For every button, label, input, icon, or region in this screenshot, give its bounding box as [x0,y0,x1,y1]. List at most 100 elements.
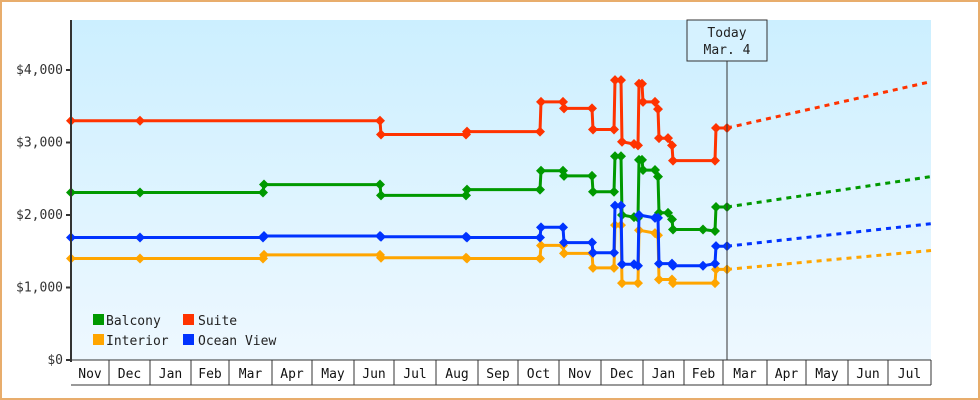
data-point-marker [558,96,568,107]
data-point-marker [258,187,268,198]
data-point-marker [559,170,569,181]
data-point-marker [668,278,678,289]
x-month-label: Jul [403,367,426,382]
x-month-label: Nov [568,367,592,382]
data-point-marker [376,252,386,263]
data-point-marker [653,104,663,115]
data-point-marker [711,123,721,133]
data-point-marker [710,155,720,166]
x-month-label: Mar [239,367,263,382]
today-marker: Today Mar. 4 [686,19,768,360]
data-point-marker [536,96,546,107]
data-point-marker [536,222,546,233]
data-point-marker [462,184,472,195]
data-point-marker [616,151,626,162]
data-point-marker [536,165,546,176]
legend-label-interior: Interior [106,334,169,349]
data-point-marker [668,155,678,166]
x-month-label: Dec [610,367,633,382]
data-point-marker [617,278,627,289]
x-month-label: Dec [118,367,141,382]
x-month-label: Jan [652,367,675,382]
x-month-label: Feb [198,367,222,382]
data-point-marker [650,96,660,107]
data-point-marker [259,231,269,242]
data-point-marker [710,225,720,236]
legend-swatch-interior [93,334,104,345]
data-point-marker [535,232,545,243]
data-point-marker [535,126,545,137]
legend-label-balcony: Balcony [106,314,161,329]
x-month-label: Oct [527,367,550,382]
legend-swatch-suite [183,314,194,325]
x-month-label: Jun [856,367,879,382]
data-point-marker [559,248,569,259]
data-point-marker [668,260,678,271]
data-point-marker [559,237,569,248]
x-month-label: Jan [159,367,182,382]
series-ocean-view [66,200,932,271]
data-point-marker [376,129,386,140]
x-month-label: May [815,367,839,382]
x-month-label: Nov [78,367,102,382]
data-point-marker [710,258,720,269]
data-point-marker [663,133,673,144]
y-tick-label: $0 [47,353,63,368]
data-point-marker [710,278,720,289]
data-point-marker [617,259,627,270]
data-point-marker [609,186,619,197]
data-point-marker [633,278,643,289]
data-point-marker [668,224,678,235]
data-point-marker [587,103,597,114]
data-point-marker [654,274,664,285]
data-point-marker [638,165,648,176]
data-point-marker [135,253,145,264]
x-month-label: May [321,367,345,382]
data-point-marker [698,224,708,235]
today-label-box [686,19,768,62]
data-point-marker [462,126,472,137]
data-point-marker [376,231,386,242]
data-point-marker [663,207,673,218]
data-point-marker [633,260,643,271]
data-point-marker [535,253,545,264]
data-point-marker [667,214,677,225]
data-point-marker [610,200,620,211]
data-point-marker [259,249,269,260]
data-point-marker [637,78,647,89]
x-month-label: Apr [775,367,799,382]
data-point-marker [588,186,598,197]
series-suite [66,75,932,166]
data-point-marker [135,232,145,243]
legend-swatch-ocean-view [183,334,194,345]
legend: Balcony Suite Interior Ocean View [93,314,276,349]
data-point-marker [536,240,546,251]
data-point-marker [653,212,663,223]
data-point-marker [588,247,598,258]
data-point-marker [617,136,627,147]
data-point-marker [616,200,626,211]
x-month-label: Apr [280,367,304,382]
data-point-marker [587,237,597,248]
data-point-marker [609,247,619,258]
data-point-marker [633,140,643,151]
data-point-marker [135,187,145,198]
data-point-marker [588,262,598,273]
data-point-marker [610,75,620,86]
legend-swatch-balcony [93,314,104,325]
data-point-marker [376,190,386,201]
data-point-marker [667,140,677,151]
data-point-marker [653,171,663,182]
series-layer [66,75,932,289]
data-point-marker [559,103,569,114]
data-point-marker [654,258,664,269]
data-point-marker [711,241,721,252]
data-point-marker [616,75,626,86]
data-point-marker [610,151,620,162]
y-tick-label: $3,000 [16,136,63,151]
data-point-marker [634,210,644,220]
data-point-marker [375,179,385,190]
data-point-marker [588,124,598,135]
data-point-marker [698,260,708,271]
